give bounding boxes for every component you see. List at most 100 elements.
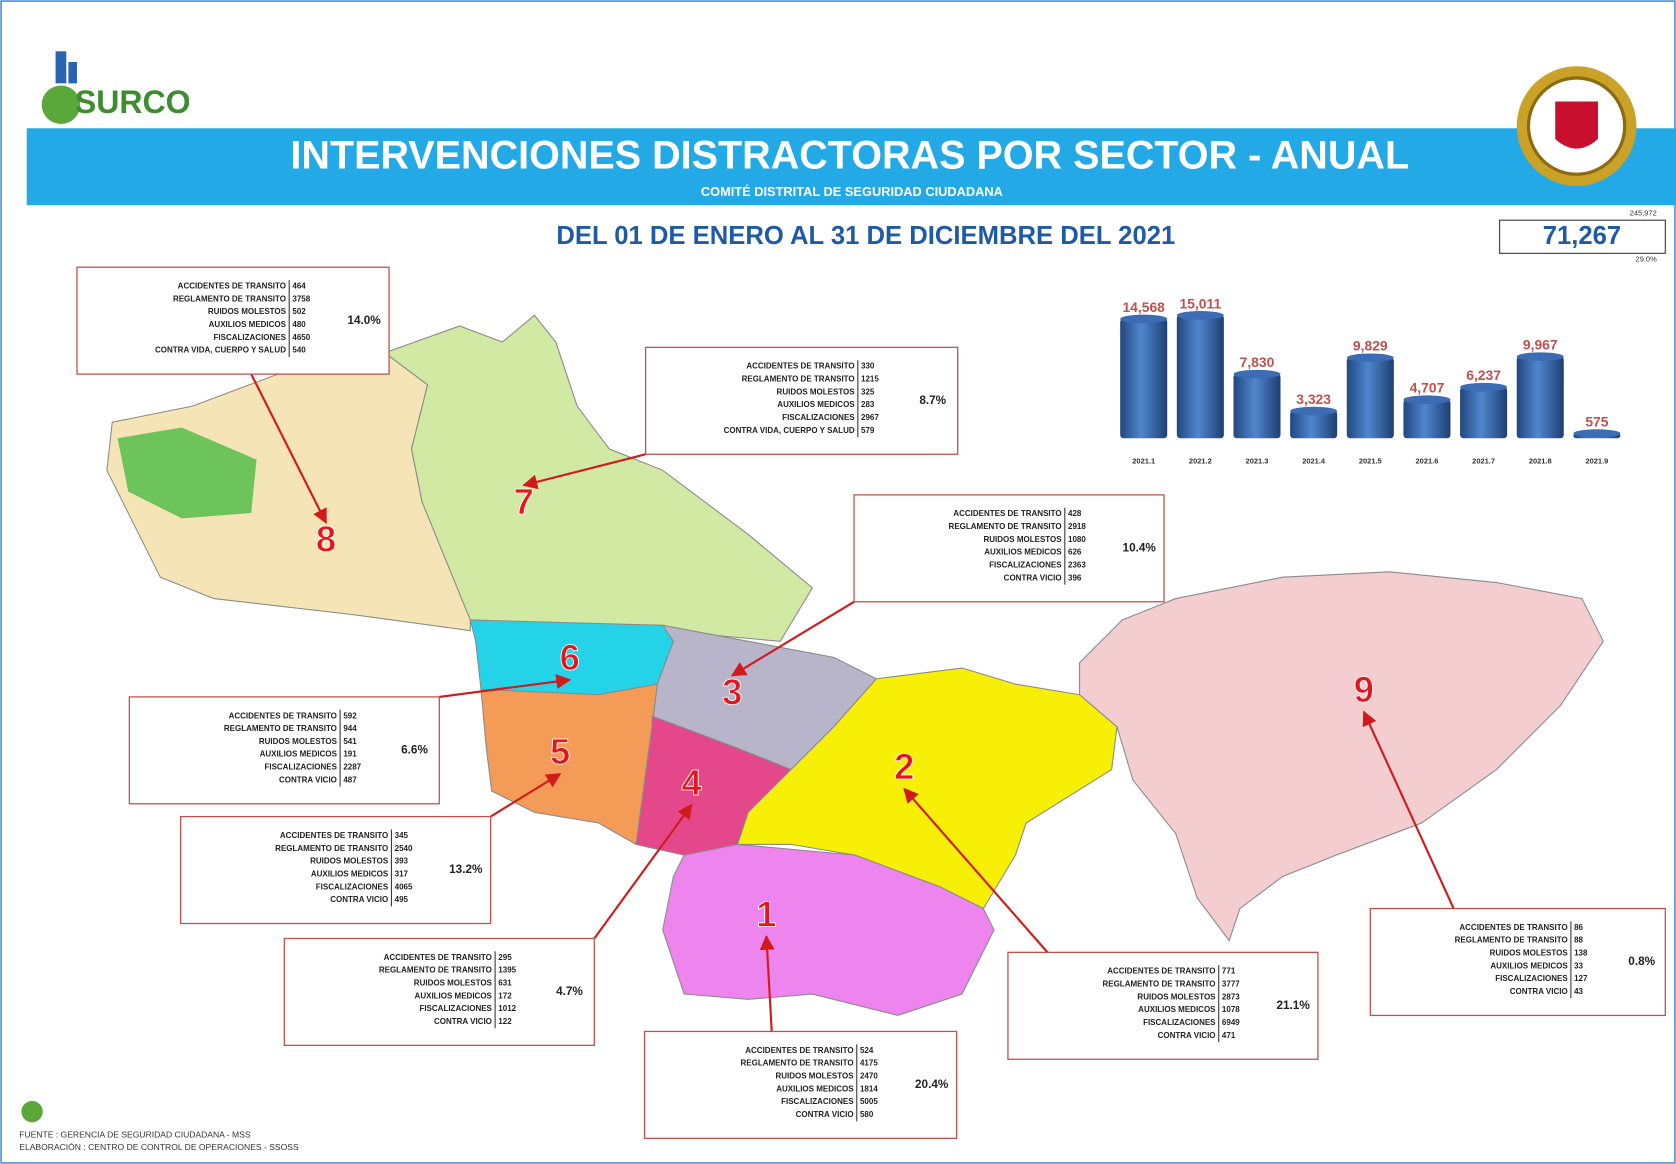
row-value: 43 (1574, 987, 1583, 996)
row-value: 2470 (860, 1071, 878, 1080)
row-value: 88 (1574, 936, 1583, 945)
share: 14.0% (347, 314, 381, 327)
row-value: 2287 (343, 763, 361, 772)
share: 4.7% (556, 985, 583, 998)
row-label: CONTRA VIDA, CUERPO Y SALUD (155, 346, 286, 355)
value-label: 4,707 (1410, 380, 1445, 396)
row-label: REGLAMENTO DE TRANSITO (949, 522, 1062, 531)
value-label: 14,568 (1122, 299, 1165, 315)
row-label: RUIDOS MOLESTOS (208, 307, 287, 316)
row-label: RUIDOS MOLESTOS (775, 1071, 854, 1080)
row-value: 592 (343, 711, 357, 720)
row-value: 495 (395, 895, 409, 904)
row-value: 1215 (861, 375, 879, 384)
row-label: FISCALIZACIONES (781, 1097, 854, 1106)
row-value: 86 (1574, 923, 1583, 932)
bar (1517, 357, 1564, 439)
row-label: CONTRA VICIO (796, 1110, 854, 1119)
row-value: 2540 (395, 844, 413, 853)
row-label: CONTRA VICIO (330, 895, 388, 904)
row-label: CONTRA VICIO (1510, 987, 1568, 996)
row-value: 428 (1068, 509, 1082, 518)
page: SURCO INTERVENCIONES DISTRACTORAS POR SE… (0, 0, 1676, 1164)
row-value: 2967 (861, 413, 879, 422)
row-label: ACCIDENTES DE TRANSITO (746, 362, 854, 371)
row-label: FISCALIZACIONES (782, 413, 855, 422)
x-tick-label: 2021.3 (1246, 457, 1269, 466)
row-label: RUIDOS MOLESTOS (414, 978, 493, 987)
row-value: 2918 (1068, 522, 1086, 531)
share: 6.6% (401, 743, 428, 756)
row-label: FISCALIZACIONES (989, 561, 1062, 570)
row-value: 345 (395, 831, 409, 840)
value-label: 6,237 (1466, 367, 1501, 383)
share: 13.2% (449, 863, 483, 876)
row-value: 191 (343, 750, 357, 759)
row-label: FISCALIZACIONES (316, 882, 389, 891)
row-value: 480 (292, 320, 306, 329)
row-label: AUXILIOS MEDICOS (1490, 961, 1568, 970)
row-label: ACCIDENTES DE TRANSITO (178, 282, 286, 291)
row-label: ACCIDENTES DE TRANSITO (953, 509, 1061, 518)
row-label: REGLAMENTO DE TRANSITO (742, 375, 855, 384)
row-value: 4650 (292, 333, 310, 342)
bar-top (1177, 311, 1224, 320)
row-value: 33 (1574, 961, 1583, 970)
x-tick-label: 2021.1 (1132, 457, 1155, 466)
row-value: 502 (292, 307, 306, 316)
sector-number: 7 (514, 481, 534, 522)
value-label: 9,967 (1523, 337, 1558, 353)
row-label: RUIDOS MOLESTOS (984, 535, 1063, 544)
row-value: 122 (498, 1017, 512, 1026)
row-value: 4175 (860, 1059, 878, 1068)
row-label: AUXILIOS MEDICOS (1138, 1005, 1216, 1014)
row-value: 944 (343, 724, 357, 733)
row-label: AUXILIOS MEDICOS (260, 750, 338, 759)
row-value: 3777 (1222, 980, 1240, 989)
row-value: 138 (1574, 949, 1588, 958)
row-label: ACCIDENTES DE TRANSITO (229, 711, 337, 720)
row-value: 127 (1574, 974, 1588, 983)
share: 21.1% (1276, 999, 1310, 1012)
row-label: FISCALIZACIONES (264, 763, 337, 772)
sector-number: 6 (560, 637, 580, 678)
row-value: 540 (292, 346, 306, 355)
subtitle: COMITÉ DISTRITAL DE SEGURIDAD CIUDADANA (701, 184, 1003, 199)
row-value: 626 (1068, 548, 1082, 557)
bar (1403, 400, 1450, 439)
row-value: 295 (498, 953, 512, 962)
row-label: REGLAMENTO DE TRANSITO (224, 724, 337, 733)
row-value: 3758 (292, 294, 310, 303)
value-label: 3,323 (1296, 391, 1331, 407)
row-label: REGLAMENTO DE TRANSITO (1102, 980, 1215, 989)
row-value: 1012 (498, 1004, 516, 1013)
bar-top (1573, 429, 1620, 438)
row-label: RUIDOS MOLESTOS (1490, 949, 1569, 958)
row-value: 631 (498, 978, 512, 987)
row-label: ACCIDENTES DE TRANSITO (745, 1046, 853, 1055)
bar-top (1233, 370, 1280, 379)
row-value: 524 (860, 1046, 874, 1055)
value-label: 15,011 (1180, 295, 1222, 311)
row-value: 1080 (1068, 535, 1086, 544)
value-label: 7,830 (1240, 354, 1275, 370)
bar-top (1290, 407, 1337, 416)
row-label: RUIDOS MOLESTOS (777, 387, 856, 396)
row-label: FISCALIZACIONES (1143, 1018, 1216, 1027)
row-label: CONTRA VICIO (434, 1017, 492, 1026)
row-label: RUIDOS MOLESTOS (1137, 992, 1216, 1001)
bar-top (1120, 315, 1167, 324)
bar-top (1347, 353, 1394, 362)
row-value: 2873 (1222, 992, 1240, 1001)
share: 10.4% (1123, 541, 1157, 554)
row-value: 541 (343, 737, 357, 746)
row-label: CONTRA VICIO (279, 775, 337, 784)
bar-top (1403, 395, 1450, 404)
sector-number: 8 (316, 519, 336, 560)
period: DEL 01 DE ENERO AL 31 DE DICIEMBRE DEL 2… (556, 222, 1175, 250)
row-label: CONTRA VIDA, CUERPO Y SALUD (724, 426, 855, 435)
row-label: FISCALIZACIONES (419, 1004, 492, 1013)
row-label: REGLAMENTO DE TRANSITO (741, 1059, 854, 1068)
row-value: 172 (498, 991, 512, 1000)
row-label: AUXILIOS MEDICOS (984, 548, 1062, 557)
